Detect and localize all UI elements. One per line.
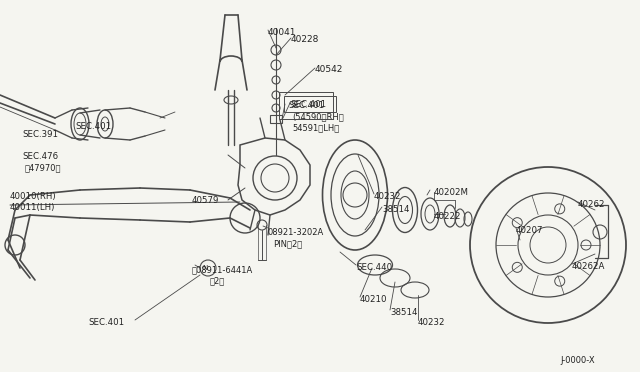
Text: J-0000-X: J-0000-X [560, 356, 595, 365]
Text: 08921-3202A: 08921-3202A [268, 228, 324, 237]
Text: SEC.391: SEC.391 [22, 130, 58, 139]
Text: 38514: 38514 [382, 205, 410, 214]
Text: 40210: 40210 [360, 295, 387, 304]
Text: 54591〈LH〉: 54591〈LH〉 [292, 123, 339, 132]
Text: N: N [202, 265, 207, 271]
Text: 40207: 40207 [516, 226, 543, 235]
Text: 40232: 40232 [374, 192, 401, 201]
Text: 40542: 40542 [315, 65, 344, 74]
Text: 40262A: 40262A [572, 262, 605, 271]
Text: 〈47970〉: 〈47970〉 [25, 163, 61, 172]
Text: 40232: 40232 [418, 318, 445, 327]
Text: PIN〈2〉: PIN〈2〉 [273, 239, 302, 248]
Text: 40228: 40228 [291, 35, 319, 44]
Text: 40011(LH): 40011(LH) [10, 203, 56, 212]
Text: ⓝ08911-6441A: ⓝ08911-6441A [192, 265, 253, 274]
Text: 40579: 40579 [192, 196, 220, 205]
Text: 40010(RH): 40010(RH) [10, 192, 56, 201]
Text: 〈2〉: 〈2〉 [210, 276, 225, 285]
Text: SEC.401: SEC.401 [288, 101, 324, 110]
Text: SEC.476: SEC.476 [22, 152, 58, 161]
Text: SEC.401: SEC.401 [88, 318, 124, 327]
Text: 38514: 38514 [390, 308, 417, 317]
Text: SEC.401: SEC.401 [290, 100, 326, 109]
Text: 40202M: 40202M [434, 188, 469, 197]
Text: 40262: 40262 [578, 200, 605, 209]
Text: (54590〈RH〉: (54590〈RH〉 [292, 112, 344, 121]
Text: 40041: 40041 [268, 28, 296, 37]
Text: SEC.440: SEC.440 [356, 263, 392, 272]
Text: SEC.401: SEC.401 [75, 122, 111, 131]
Text: 40222: 40222 [434, 212, 461, 221]
